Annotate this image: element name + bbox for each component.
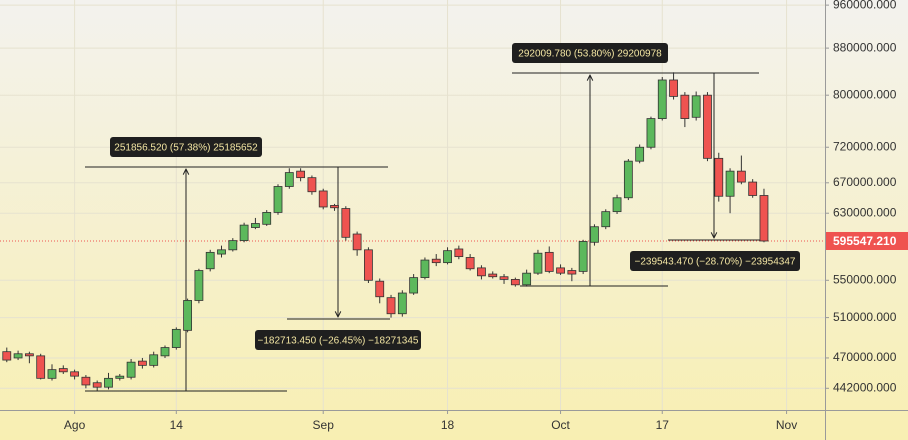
- x-tick-label: 14: [170, 418, 184, 432]
- candle-body: [318, 190, 328, 208]
- candle-body: [669, 79, 678, 97]
- candle-body: [759, 195, 769, 242]
- x-tick-label: 17: [656, 418, 670, 432]
- candle-body: [601, 211, 611, 228]
- x-tick-label: Oct: [551, 418, 570, 432]
- candle-body: [2, 351, 12, 361]
- candle-body: [443, 250, 452, 264]
- candle-body: [578, 241, 588, 272]
- candle-body: [736, 170, 746, 183]
- candle-body: [397, 292, 407, 315]
- last-price-box: [826, 231, 908, 250]
- annotation-box: [512, 43, 668, 63]
- annotation-text: 292009.780 (53.80%) 29200978: [518, 49, 662, 60]
- candle-body: [70, 371, 79, 377]
- candle-body: [510, 278, 520, 286]
- candle-body: [431, 258, 441, 264]
- candle-body: [149, 354, 159, 366]
- candle-body: [635, 146, 645, 162]
- candle-body: [307, 177, 317, 193]
- candle-body: [284, 172, 294, 187]
- candle-body: [409, 277, 419, 294]
- x-tick-label: Ago: [64, 418, 86, 432]
- candle-body: [330, 205, 339, 209]
- y-tick-label: 880000.000: [833, 40, 897, 54]
- candle-body: [171, 328, 181, 348]
- candle-body: [217, 249, 226, 255]
- candle-body: [126, 361, 136, 378]
- last-price-label: 595547.210: [833, 234, 897, 248]
- candle-body: [623, 160, 633, 199]
- candle-body: [544, 251, 554, 272]
- candle-body: [296, 170, 306, 179]
- candle-body: [748, 181, 758, 196]
- candle-body: [81, 376, 91, 386]
- candle-body: [567, 270, 577, 275]
- annotation-box: [630, 251, 800, 271]
- candle-body: [691, 95, 701, 118]
- x-tick-label: Sep: [313, 418, 335, 432]
- candle-body: [725, 170, 735, 197]
- y-tick-label: 800000.000: [833, 87, 897, 101]
- candle-body: [341, 208, 351, 238]
- candle-body: [465, 257, 475, 270]
- x-tick-label: 18: [441, 418, 455, 432]
- candle-body: [92, 382, 102, 388]
- candle-body: [205, 251, 215, 270]
- candle-body: [115, 375, 125, 379]
- candle-body: [420, 259, 430, 279]
- y-tick-label: 470000.000: [833, 350, 897, 364]
- candle-body: [477, 267, 486, 277]
- candle-body: [657, 79, 667, 119]
- candle-body: [47, 369, 57, 379]
- y-tick-label: 670000.000: [833, 175, 897, 189]
- annotation-box: [255, 330, 421, 350]
- candle-body: [590, 226, 599, 243]
- candle-body: [375, 280, 385, 298]
- candle-body: [137, 360, 147, 366]
- candle-body: [488, 273, 498, 278]
- candle-body: [646, 118, 656, 148]
- candle-body: [251, 223, 260, 228]
- y-tick-label: 630000.000: [833, 205, 897, 219]
- y-tick-label: 720000.000: [833, 139, 897, 153]
- candle-body: [13, 353, 23, 359]
- y-tick-label: 510000.000: [833, 310, 897, 324]
- annotation-text: −182713.450 (−26.45%) −18271345: [258, 336, 419, 347]
- candle-body: [183, 300, 193, 331]
- candle-body: [36, 355, 46, 379]
- annotation-box: [110, 137, 262, 157]
- candle-body: [364, 249, 373, 281]
- annotation-text: 251856.520 (57.38%) 25185652: [114, 143, 258, 154]
- candle-body: [58, 368, 68, 373]
- candle-body: [680, 94, 690, 119]
- candle-body: [454, 248, 464, 258]
- candle-body: [703, 94, 712, 159]
- y-tick-label: 550000.000: [833, 272, 897, 286]
- candle-body: [522, 272, 532, 286]
- candle-body: [612, 197, 622, 213]
- candle-body: [499, 276, 509, 280]
- y-tick-label: 442000.000: [833, 380, 897, 394]
- candle-body: [556, 267, 565, 274]
- candle-body: [194, 270, 204, 301]
- annotation-text: −239543.470 (−28.70%) −23954347: [635, 257, 796, 268]
- candle-body: [160, 347, 170, 357]
- candle-body: [386, 297, 396, 315]
- candle-body: [24, 353, 34, 357]
- candle-body: [239, 224, 249, 242]
- candle-body: [228, 240, 238, 251]
- candle-body: [273, 186, 283, 213]
- candle-body: [714, 157, 724, 197]
- y-tick-label: 960000.000: [833, 0, 897, 11]
- candle-body: [104, 377, 113, 388]
- candle-body: [262, 212, 272, 225]
- candle-body: [352, 233, 362, 251]
- candle-body: [533, 252, 543, 274]
- x-tick-label: Nov: [776, 418, 797, 432]
